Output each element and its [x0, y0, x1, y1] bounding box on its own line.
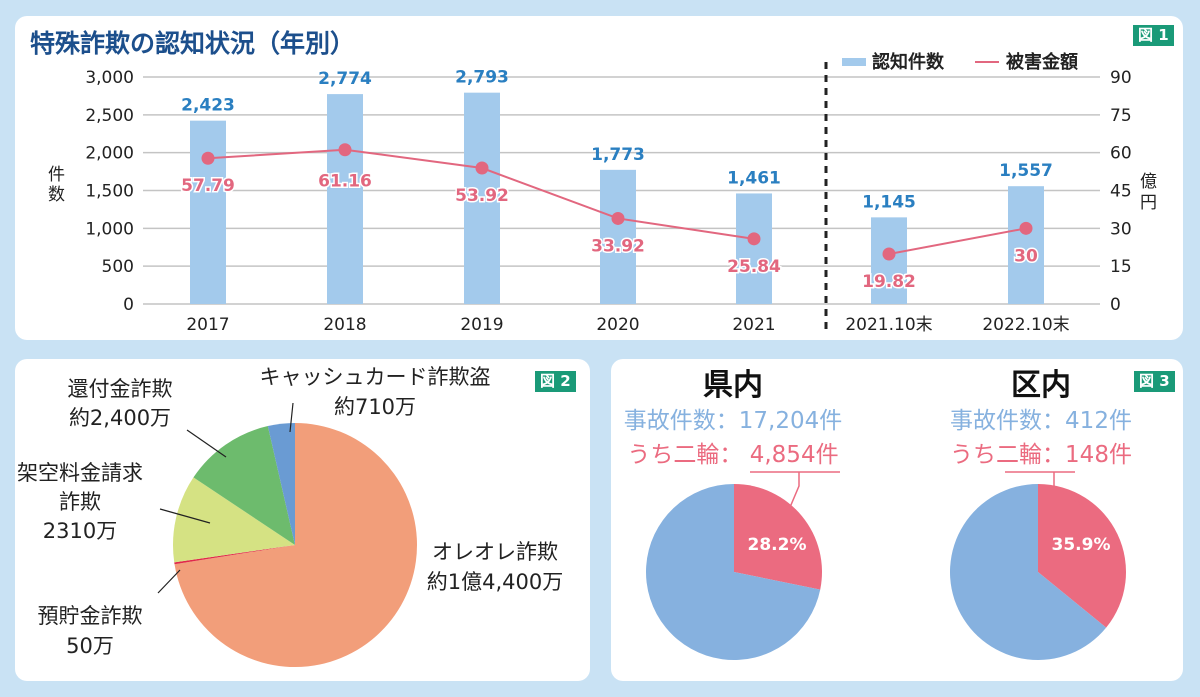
right-tick-label: 45 [1110, 182, 1132, 202]
line-point [475, 161, 489, 175]
left-tick-label: 1,000 [85, 219, 134, 239]
slice-label: 約1億4,400万 [427, 570, 563, 594]
leader-line [159, 508, 211, 524]
bar [871, 217, 907, 304]
slice-label: 50万 [66, 634, 114, 658]
pie-slice [734, 484, 822, 590]
right-tick-label: 15 [1110, 257, 1132, 277]
x-tick-label: 2021.10末 [845, 315, 932, 335]
slice-label: キャッシュカード詐欺盗 [260, 365, 491, 389]
bar [464, 92, 500, 305]
line-point [338, 143, 352, 157]
leader-line [186, 429, 227, 458]
x-tick-label: 2021 [732, 315, 775, 335]
bar-value-label: 2,793 [455, 68, 509, 88]
right-tick-label: 75 [1110, 106, 1132, 126]
slice-label: 架空料金請求 [17, 461, 143, 485]
pie-slice [174, 423, 417, 667]
x-tick-label: 2019 [460, 315, 503, 335]
line-point [201, 151, 215, 165]
line-value-label: 25.84 [727, 257, 781, 277]
x-tick-label: 2017 [186, 315, 229, 335]
right-axis-label-1: 億 [1140, 172, 1157, 192]
bar-value-label: 2,774 [318, 69, 372, 89]
right-tick-label: 0 [1110, 295, 1121, 315]
pie-percent-label: 28.2% [748, 535, 807, 555]
pie-slice [174, 545, 295, 565]
slice-label: 還付金詐欺 [68, 377, 173, 401]
bar [736, 193, 772, 304]
slice-label: 2310万 [43, 519, 117, 543]
accident-count-label: 事故件数：17,204件 [624, 408, 842, 434]
fig3-badge: 図 3 [1134, 371, 1175, 392]
right-tick-label: 60 [1110, 144, 1132, 164]
callout-leader [1053, 472, 1093, 513]
region-title: 区内 [1011, 368, 1071, 403]
pie-slice [646, 484, 821, 660]
left-axis-label-1: 件 [48, 165, 65, 185]
bar-value-label: 1,557 [999, 161, 1053, 181]
line-value-label: 19.82 [862, 272, 916, 292]
slice-label: 詐欺 [59, 490, 101, 514]
pie-slice [950, 484, 1107, 660]
line-value-label: 53.92 [455, 186, 509, 206]
accident-count-label: 事故件数：412件 [950, 408, 1132, 434]
slice-label: 約2,400万 [69, 406, 171, 430]
bar [190, 120, 226, 304]
bar [1008, 186, 1044, 304]
pie-slice [1038, 484, 1127, 628]
right-tick-label: 30 [1110, 219, 1132, 239]
line-point [611, 211, 625, 225]
fig1-chart: 0 0 500 15 1,000 30 1,500 45 2,000 60 2,500 75 3,000… [48, 51, 1157, 335]
legend-swatch-bar [842, 58, 866, 66]
amount-line [888, 227, 1027, 255]
callout-leader [787, 472, 800, 513]
x-tick-label: 2018 [323, 315, 366, 335]
line-value-label: 33.92 [591, 236, 645, 256]
line-value-label: 57.79 [181, 176, 235, 196]
slice-label: 約710万 [334, 395, 416, 419]
left-tick-label: 500 [102, 257, 134, 277]
fig2-badge: 図 2 [535, 371, 576, 392]
pie-slice [267, 423, 295, 545]
bar-value-label: 1,773 [591, 145, 645, 165]
left-tick-label: 0 [123, 295, 134, 315]
pie-slice [193, 426, 295, 545]
fig1-badge: 図 1 [1133, 25, 1174, 46]
bar-value-label: 2,423 [181, 96, 235, 116]
leader-line [289, 402, 294, 433]
pie-slice [173, 477, 295, 563]
bar-value-label: 1,145 [862, 192, 916, 212]
bar [327, 94, 363, 304]
line-value-label: 61.16 [318, 172, 372, 192]
leader-line [157, 569, 181, 594]
pie-percent-label: 35.9% [1052, 535, 1111, 555]
line-point [747, 232, 761, 246]
x-tick-label: 2020 [596, 315, 639, 335]
legend-label-bar: 認知件数 [872, 51, 945, 73]
left-axis-label-2: 数 [48, 185, 65, 205]
fig1-title: 特殊詐欺の認知状況（年別） [30, 29, 356, 58]
left-tick-label: 3,000 [85, 68, 134, 88]
two-wheel-count-label: うち二輪： 4,854件 [627, 442, 838, 468]
right-tick-label: 90 [1110, 68, 1132, 88]
legend-label-line: 被害金額 [1006, 51, 1078, 73]
two-wheel-count-label: うち二輪：148件 [950, 442, 1132, 468]
region-title: 県内 [703, 368, 763, 403]
slice-label: オレオレ詐欺 [432, 540, 558, 564]
line-point [1019, 221, 1033, 235]
left-tick-label: 2,500 [85, 106, 134, 126]
x-tick-label: 2022.10末 [982, 315, 1069, 335]
left-tick-label: 2,000 [85, 144, 134, 164]
line-value-label: 30 [1014, 246, 1038, 266]
slice-label: 預貯金詐欺 [38, 604, 143, 628]
line-point [882, 247, 896, 261]
right-axis-label-2: 円 [1140, 193, 1157, 213]
bar-value-label: 1,461 [727, 168, 781, 188]
left-tick-label: 1,500 [85, 182, 134, 202]
bar [600, 169, 636, 304]
